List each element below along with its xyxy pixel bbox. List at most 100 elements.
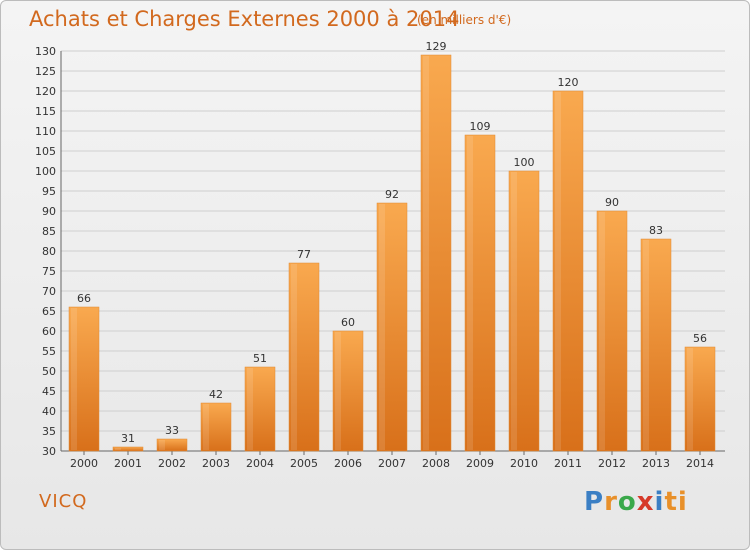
bar <box>420 54 452 452</box>
x-tick-label: 2008 <box>422 457 450 470</box>
bar-group <box>376 202 408 452</box>
data-label: 129 <box>426 40 447 53</box>
bar-group <box>156 438 188 452</box>
axis-layer: 30 35 40 45 50 55 60 65 70 75 80 85 90 95 100 105 110 115… <box>35 45 725 470</box>
x-tick-label: 2003 <box>202 457 230 470</box>
y-tick-label: 50 <box>42 365 56 378</box>
logo-letter: r <box>604 487 618 517</box>
bar-layer <box>68 54 716 452</box>
y-tick-label: 75 <box>42 265 56 278</box>
x-tick-label: 2011 <box>554 457 582 470</box>
bar <box>684 346 716 452</box>
bar <box>200 402 232 452</box>
logo-letter: ti <box>664 487 688 517</box>
x-tick-label: 2007 <box>378 457 406 470</box>
bar-group <box>508 170 540 452</box>
bar-group <box>68 306 100 452</box>
y-tick-label: 80 <box>42 245 56 258</box>
bar-highlight <box>115 448 121 450</box>
y-tick-label: 55 <box>42 345 56 358</box>
y-tick-label: 65 <box>42 305 56 318</box>
x-tick-label: 2012 <box>598 457 626 470</box>
bar-highlight <box>599 212 605 450</box>
data-label: 83 <box>649 224 663 237</box>
bar <box>332 330 364 452</box>
bar-highlight <box>379 204 385 450</box>
data-label: 31 <box>121 432 135 445</box>
bar-highlight <box>687 348 693 450</box>
y-tick-label: 60 <box>42 325 56 338</box>
y-tick-label: 120 <box>35 85 56 98</box>
data-label: 66 <box>77 292 91 305</box>
x-tick-label: 2006 <box>334 457 362 470</box>
bar-group <box>464 134 496 452</box>
bar <box>640 238 672 452</box>
data-label: 109 <box>470 120 491 133</box>
proxiti-logo[interactable]: Proxiti <box>584 487 688 517</box>
x-tick-label: 2002 <box>158 457 186 470</box>
bar-highlight <box>423 56 429 450</box>
bar <box>112 446 144 452</box>
data-label: 120 <box>558 76 579 89</box>
bar-highlight <box>291 264 297 450</box>
x-tick-label: 2013 <box>642 457 670 470</box>
y-tick-label: 105 <box>35 145 56 158</box>
y-tick-label: 100 <box>35 165 56 178</box>
bar-group <box>552 90 584 452</box>
bar <box>508 170 540 452</box>
logo-letter: P <box>584 487 605 517</box>
y-tick-label: 40 <box>42 405 56 418</box>
bar <box>68 306 100 452</box>
logo-letter: i <box>654 487 665 517</box>
y-tick-label: 90 <box>42 205 56 218</box>
bar-highlight <box>71 308 77 450</box>
bar-group <box>596 210 628 452</box>
logo-letter: x <box>636 487 655 517</box>
data-label: 100 <box>514 156 535 169</box>
bar-group <box>420 54 452 452</box>
chart-subtitle: (en milliers d'€) <box>417 13 512 27</box>
bar-highlight <box>247 368 253 450</box>
bar-group <box>332 330 364 452</box>
bar-highlight <box>467 136 473 450</box>
bar-highlight <box>159 440 165 450</box>
bar-highlight <box>555 92 561 450</box>
region-name: VICQ <box>39 491 88 512</box>
y-tick-label: 70 <box>42 285 56 298</box>
bar <box>244 366 276 452</box>
x-tick-label: 2000 <box>70 457 98 470</box>
chart-title: Achats et Charges Externes 2000 à 2014 <box>29 7 460 31</box>
label-layer: 66 31 33 42 51 77 60 92 129 109 100 120 90 83 56 <box>77 40 707 445</box>
bar-highlight <box>203 404 209 450</box>
data-label: 51 <box>253 352 267 365</box>
y-tick-label: 115 <box>35 105 56 118</box>
bar-highlight <box>335 332 341 450</box>
data-label: 33 <box>165 424 179 437</box>
x-tick-label: 2010 <box>510 457 538 470</box>
y-tick-label: 125 <box>35 65 56 78</box>
bar <box>288 262 320 452</box>
bar-group <box>288 262 320 452</box>
data-label: 92 <box>385 188 399 201</box>
y-tick-label: 30 <box>42 445 56 458</box>
bar-group <box>640 238 672 452</box>
y-tick-label: 85 <box>42 225 56 238</box>
bar-highlight <box>511 172 517 450</box>
bar-group <box>684 346 716 452</box>
data-label: 90 <box>605 196 619 209</box>
x-tick-label: 2001 <box>114 457 142 470</box>
data-label: 60 <box>341 316 355 329</box>
y-tick-label: 95 <box>42 185 56 198</box>
bar-group <box>244 366 276 452</box>
y-tick-label: 110 <box>35 125 56 138</box>
bar-highlight <box>643 240 649 450</box>
bar <box>552 90 584 452</box>
bar-group <box>200 402 232 452</box>
bar <box>376 202 408 452</box>
bar-group <box>112 446 144 452</box>
x-tick-label: 2005 <box>290 457 318 470</box>
x-tick-label: 2004 <box>246 457 274 470</box>
x-tick-label: 2014 <box>686 457 714 470</box>
